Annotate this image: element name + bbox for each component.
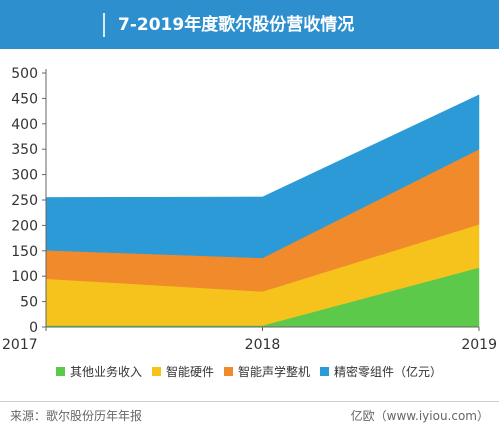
- legend-swatch-1: [152, 366, 162, 376]
- legend-label-0: 其他业务收入: [70, 364, 143, 379]
- x-tick-label-2019: 2019: [461, 337, 497, 353]
- banner-divider: [103, 13, 105, 37]
- legend-item-1: 智能硬件: [152, 363, 214, 380]
- legend-item-2: 智能声学整机: [224, 363, 310, 380]
- legend-label-2: 智能声学整机: [238, 364, 311, 379]
- y-tick-label-200: 200: [11, 218, 38, 234]
- chart-legend: 其他业务收入 智能硬件 智能声学整机 精密零组件（亿元）: [56, 362, 452, 380]
- legend-item-0: 其他业务收入: [56, 363, 142, 380]
- x-tick-label-2017: 2017: [2, 337, 38, 353]
- legend-swatch-0: [56, 366, 65, 376]
- y-tick-label-0: 0: [29, 320, 38, 336]
- y-tick-label-350: 350: [11, 142, 38, 158]
- stacked-area-chart: 0 50 100 150 200 250 300 350 400 450 500 2017 2018 20…: [2, 66, 497, 353]
- brand-credit: 亿欧（www.iyiou.com）: [350, 409, 489, 423]
- title-banner: 7-2019年度歌尔股份营收情况: [0, 0, 499, 49]
- footer-divider: [0, 401, 499, 402]
- legend-label-3: 精密零组件（亿元）: [334, 364, 443, 379]
- y-tick-label-50: 50: [20, 295, 38, 311]
- legend-label-1: 智能硬件: [166, 364, 215, 379]
- y-tick-label-150: 150: [11, 244, 38, 260]
- x-tick-label-2018: 2018: [245, 337, 281, 353]
- legend-swatch-3: [320, 366, 330, 376]
- y-tick-label-300: 300: [11, 168, 38, 184]
- y-tick-label-250: 250: [11, 193, 38, 209]
- legend-item-3: 精密零组件（亿元）: [320, 363, 442, 380]
- chart-title: 7-2019年度歌尔股份营收情况: [118, 15, 355, 35]
- y-tick-label-500: 500: [11, 66, 38, 82]
- legend-swatch-2: [224, 366, 234, 376]
- source-note: 来源：歌尔股份历年年报: [10, 409, 143, 423]
- y-tick-label-450: 450: [11, 91, 38, 107]
- y-tick-label-100: 100: [11, 269, 38, 285]
- y-tick-label-400: 400: [11, 117, 38, 133]
